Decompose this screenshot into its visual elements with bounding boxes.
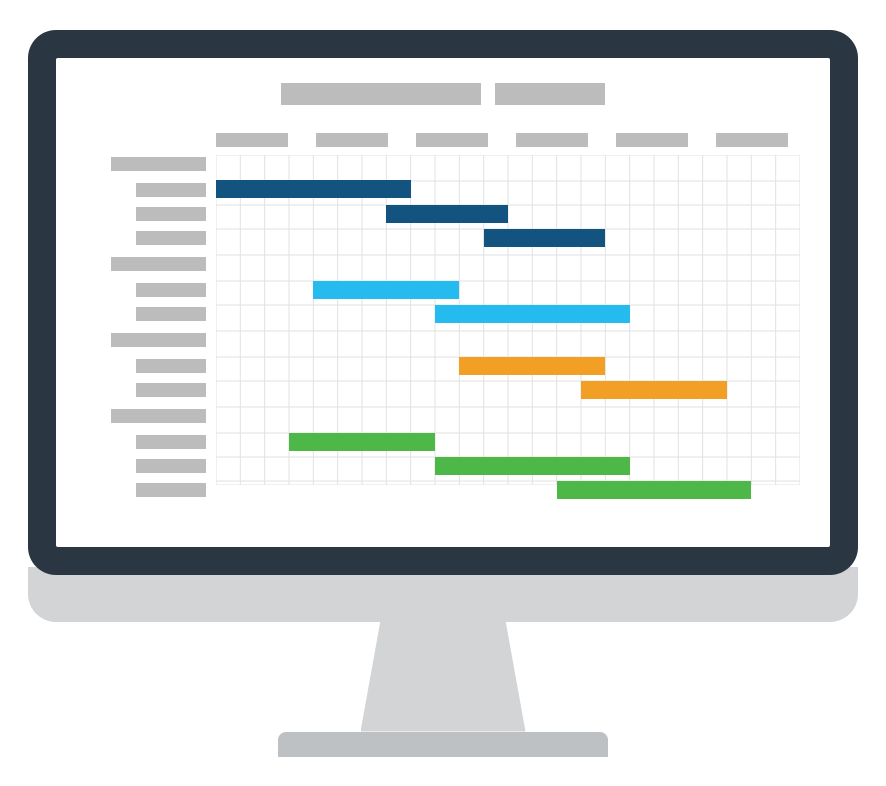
title-placeholder-0 (281, 83, 481, 105)
gantt-bar-3 (313, 281, 459, 299)
row-label-1 (136, 183, 206, 197)
gantt-bar-2 (484, 229, 606, 247)
column-header-0 (216, 133, 288, 147)
row-label-2 (136, 207, 206, 221)
gantt-bar-8 (435, 457, 630, 475)
gantt-bar-5 (459, 357, 605, 375)
title-row (86, 83, 800, 105)
gantt-bar-0 (216, 180, 411, 198)
column-header-4 (616, 133, 688, 147)
title-placeholder-1 (495, 83, 605, 105)
row-label-4 (111, 257, 206, 271)
monitor-neck (361, 622, 526, 732)
column-headers (216, 133, 800, 147)
column-header-2 (416, 133, 488, 147)
gantt-bar-7 (289, 433, 435, 451)
gantt-bar-1 (386, 205, 508, 223)
chart-grid (216, 155, 800, 485)
column-header-5 (716, 133, 788, 147)
row-label-13 (136, 483, 206, 497)
chart-body (86, 155, 800, 485)
row-label-3 (136, 231, 206, 245)
gantt-chart (86, 133, 800, 485)
row-label-7 (111, 333, 206, 347)
column-header-3 (516, 133, 588, 147)
desktop-monitor (28, 30, 858, 757)
row-labels (86, 155, 216, 485)
row-label-0 (111, 157, 206, 171)
gantt-bar-4 (435, 305, 630, 323)
column-header-1 (316, 133, 388, 147)
screen (56, 58, 830, 547)
row-label-5 (136, 283, 206, 297)
monitor-bezel (28, 30, 858, 575)
monitor-base (278, 732, 608, 757)
row-label-8 (136, 359, 206, 373)
row-label-11 (136, 435, 206, 449)
row-label-12 (136, 459, 206, 473)
row-label-6 (136, 307, 206, 321)
gantt-bar-9 (557, 481, 752, 499)
gantt-bar-6 (581, 381, 727, 399)
monitor-chin (28, 567, 858, 622)
row-label-10 (111, 409, 206, 423)
row-label-9 (136, 383, 206, 397)
